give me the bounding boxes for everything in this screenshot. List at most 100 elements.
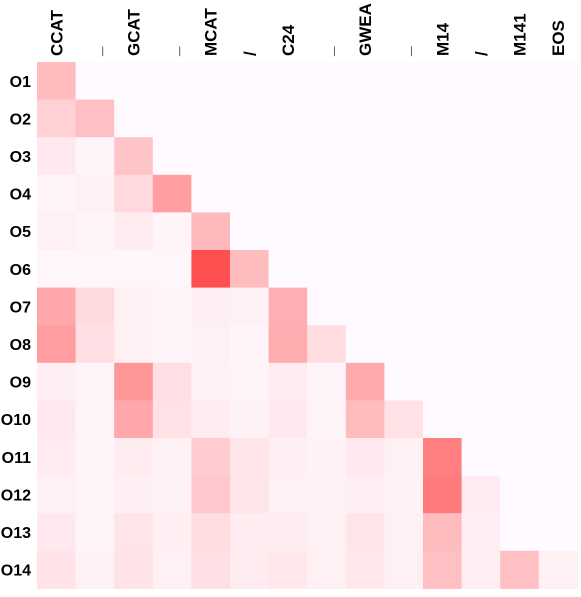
heatmap-cell [230, 438, 270, 477]
heatmap-cell [37, 438, 77, 477]
row-label: O8 [10, 337, 31, 354]
heatmap-cell [114, 62, 154, 101]
heatmap-cell [152, 250, 192, 289]
heatmap-cell [500, 287, 540, 326]
heatmap-cell [37, 174, 77, 213]
column-labels: CCAT _ GCAT _ MCAT / C24 _ GWEA _ M14 / M141 EOS [47, 3, 568, 57]
heatmap-cell [75, 174, 115, 213]
heatmap-cell [423, 475, 463, 514]
heatmap-cell [268, 99, 308, 138]
heatmap-cell [230, 250, 270, 289]
heatmap-cell [191, 250, 231, 289]
heatmap-cell [538, 212, 578, 251]
heatmap-cell [152, 62, 192, 101]
heatmap-cell [114, 475, 154, 514]
heatmap-cell [152, 287, 192, 326]
heatmap-cell [461, 325, 501, 364]
heatmap-cell [152, 99, 192, 138]
heatmap-cell [538, 137, 578, 176]
column-label: EOS [549, 20, 568, 56]
heatmap-cell [307, 137, 347, 176]
heatmap-cell [461, 212, 501, 251]
heatmap-cell [191, 212, 231, 251]
heatmap-cell [230, 137, 270, 176]
heatmap-cell [423, 250, 463, 289]
heatmap-cell [114, 99, 154, 138]
heatmap-cell [500, 250, 540, 289]
row-label: O12 [1, 487, 31, 504]
heatmap-cell [114, 550, 154, 589]
heatmap-cell [538, 475, 578, 514]
heatmap-cell [268, 250, 308, 289]
heatmap-cell [37, 325, 77, 364]
column-label: _ [86, 46, 105, 57]
column-label: _ [318, 46, 337, 57]
heatmap-cell [268, 62, 308, 101]
heatmap-cell [500, 62, 540, 101]
heatmap-cell [500, 99, 540, 138]
heatmap-cell [37, 137, 77, 176]
heatmap-cell [345, 325, 385, 364]
heatmap-cell [384, 212, 424, 251]
heatmap-cell [268, 438, 308, 477]
heatmap-cell [268, 287, 308, 326]
heatmap-cell [75, 362, 115, 401]
heatmap-cell [191, 62, 231, 101]
heatmap-cell [152, 174, 192, 213]
heatmap-cell [114, 400, 154, 439]
column-label: / [240, 51, 259, 56]
heatmap-cell [307, 325, 347, 364]
heatmap-cell [268, 475, 308, 514]
heatmap-cell [384, 99, 424, 138]
row-label: O2 [10, 111, 31, 128]
heatmap-cell [500, 400, 540, 439]
heatmap-cell [114, 287, 154, 326]
heatmap-cell [500, 174, 540, 213]
heatmap-cell [345, 550, 385, 589]
heatmap-cell [37, 362, 77, 401]
heatmap-cell [75, 550, 115, 589]
heatmap-cell [230, 475, 270, 514]
heatmap-cell [461, 475, 501, 514]
heatmap-cell [191, 513, 231, 552]
heatmap-cell [114, 362, 154, 401]
heatmap-cell [538, 250, 578, 289]
heatmap-cell [345, 99, 385, 138]
heatmap-cell [500, 513, 540, 552]
heatmap-cell [230, 513, 270, 552]
heatmap-cell [423, 287, 463, 326]
heatmap-cell [307, 400, 347, 439]
heatmap-cell [345, 438, 385, 477]
heatmap-cell [307, 287, 347, 326]
heatmap-cell [345, 212, 385, 251]
heatmap-cell [230, 400, 270, 439]
heatmap-cell [345, 287, 385, 326]
heatmap-cell [114, 513, 154, 552]
heatmap-cell [307, 550, 347, 589]
heatmap-cell [37, 513, 77, 552]
row-label: O9 [10, 375, 31, 392]
heatmap-cell [461, 250, 501, 289]
heatmap-cell [268, 550, 308, 589]
heatmap-cell [345, 62, 385, 101]
heatmap-cell [37, 287, 77, 326]
heatmap-cell [345, 137, 385, 176]
heatmap-cell [152, 438, 192, 477]
heatmap-cell [538, 513, 578, 552]
heatmap-cell [37, 550, 77, 589]
row-label: O4 [10, 187, 31, 204]
heatmap-cell [500, 475, 540, 514]
heatmap-cell [268, 325, 308, 364]
heatmap-cell [37, 475, 77, 514]
heatmap-cell [345, 475, 385, 514]
heatmap-cell [538, 362, 578, 401]
heatmap-cell [230, 325, 270, 364]
heatmap-cell [230, 99, 270, 138]
heatmap-cell [384, 287, 424, 326]
heatmap-cell [384, 250, 424, 289]
heatmap-cell [230, 212, 270, 251]
heatmap-cell [384, 550, 424, 589]
heatmap-cell [384, 362, 424, 401]
row-label: O13 [1, 525, 31, 542]
